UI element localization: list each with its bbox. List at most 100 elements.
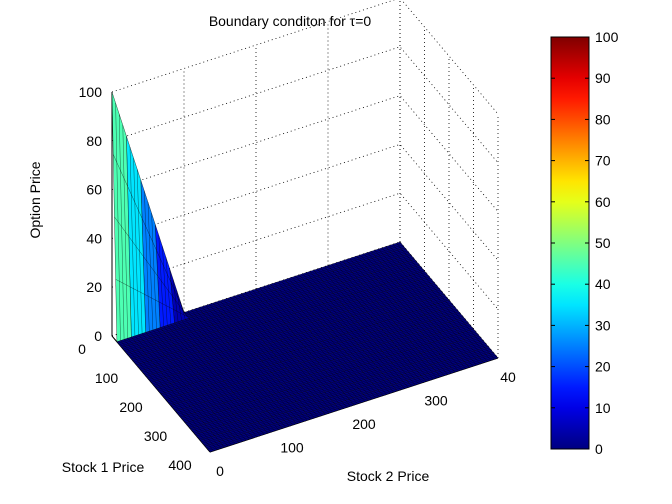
surface-mesh-line	[280, 422, 296, 428]
surface-mesh-line	[248, 297, 264, 303]
surface-mesh-line	[225, 312, 240, 318]
surface-mesh-line	[407, 365, 413, 372]
surface-mesh-line	[159, 343, 174, 349]
surface-mesh-line	[346, 347, 361, 353]
surface-mesh-line	[353, 301, 359, 308]
surface-mesh-line	[341, 363, 356, 369]
surface-mesh-line	[327, 281, 342, 287]
surface-mesh-line	[484, 347, 490, 354]
surface-mesh-line	[354, 367, 360, 374]
surface-mesh-line	[323, 341, 338, 347]
surface-mesh-line	[225, 334, 240, 340]
surface-mesh-line	[437, 369, 453, 375]
surface-mesh-line	[274, 305, 289, 311]
surface-mesh-line	[369, 332, 385, 338]
surface-mesh-line	[283, 295, 299, 301]
colorbar-tick-label: 80	[595, 111, 611, 127]
surface-mesh-line	[120, 341, 136, 347]
surface-mesh-line	[297, 355, 313, 361]
surface-mesh-line	[412, 370, 418, 377]
surface-mesh-line	[224, 365, 230, 372]
surface-mesh-line	[282, 369, 288, 376]
surface-mesh-line	[198, 412, 214, 417]
surface-mesh-line	[254, 347, 269, 353]
surface-mesh-line	[375, 382, 390, 388]
surface-mesh-line	[217, 368, 232, 374]
surface-mesh-line	[310, 293, 316, 300]
surface-mesh-line	[332, 396, 347, 402]
surface-mesh-line	[269, 409, 285, 415]
surface-mesh-line	[181, 401, 187, 408]
z-tick-label: 100	[79, 84, 103, 100]
surface-mesh-line	[317, 400, 333, 406]
surface-mesh-line	[403, 263, 419, 269]
surface-mesh-line	[308, 368, 324, 374]
surface-mesh-line	[331, 307, 346, 313]
surface-mesh-line	[172, 337, 187, 343]
surface-mesh-line	[163, 369, 178, 375]
surface-mesh-line	[168, 355, 184, 361]
surface-mesh-line	[159, 365, 174, 371]
surface-mesh-line	[173, 309, 188, 317]
surface-mesh-line	[350, 330, 366, 336]
surface-mesh-line	[286, 308, 292, 315]
surface-mesh-line	[439, 370, 454, 376]
surface-mesh-line	[340, 394, 346, 401]
surface-mesh-line	[409, 291, 424, 297]
surface-mesh-line	[325, 377, 331, 384]
surface-mesh-line	[303, 383, 318, 389]
surface-mesh-line	[321, 393, 327, 400]
surface-mesh-line	[322, 297, 337, 303]
surface-mesh-line	[223, 441, 238, 446]
surface-mesh-line	[345, 400, 351, 407]
surface-mesh-line	[217, 413, 233, 419]
surface-mesh-line	[337, 401, 352, 407]
surface-mesh-line	[351, 288, 366, 294]
surface-mesh-line	[221, 308, 236, 314]
surface-mesh-line	[202, 329, 217, 335]
surface-mesh-line	[186, 385, 192, 392]
surface-mesh-line	[340, 372, 346, 379]
surface-mesh-line	[285, 383, 300, 389]
surface-mesh-line	[371, 333, 386, 339]
surface-mesh-line	[297, 289, 312, 295]
surface-mesh-line	[456, 348, 472, 354]
surface-mesh-line	[250, 321, 265, 327]
surface-mesh-line	[384, 305, 399, 311]
surface-mesh-line	[389, 268, 405, 274]
surface-mesh-line	[174, 405, 189, 411]
surface-mesh-line	[322, 384, 337, 390]
surface-mesh-line	[202, 373, 218, 379]
surface-mesh-line	[293, 307, 309, 312]
surface-mesh-line	[199, 336, 206, 343]
surface-mesh-line	[287, 374, 293, 381]
surface-mesh-line	[220, 329, 235, 335]
y-tick-label: 300	[144, 428, 168, 444]
surface-mesh-line	[384, 284, 400, 290]
surface-mesh-line	[268, 298, 283, 304]
surface-mesh-line	[305, 287, 311, 294]
surface-mesh-line	[289, 345, 304, 351]
surface-mesh-line	[163, 392, 178, 398]
surface-mesh-line	[316, 312, 332, 318]
surface-mesh-line	[170, 324, 176, 331]
surface-mesh-line	[315, 299, 321, 306]
surface-mesh-line	[168, 397, 183, 403]
surface-mesh-line	[320, 327, 326, 334]
surface-mesh-line	[238, 361, 244, 368]
surface-mesh-line	[442, 330, 457, 336]
surface-mesh-line	[416, 288, 422, 295]
surface-mesh-line	[349, 383, 356, 390]
surface-mesh-line	[205, 311, 221, 317]
surface-mesh-line	[386, 373, 401, 378]
surface-mesh-line	[334, 344, 341, 351]
surface-mesh-line	[383, 358, 389, 365]
surface-mesh-line	[373, 249, 389, 255]
surface-mesh-line	[251, 431, 267, 437]
surface-mesh-line	[345, 303, 360, 309]
surface-patch	[111, 91, 132, 343]
surface-mesh-line	[367, 274, 373, 281]
surface-mesh-line	[351, 375, 366, 381]
surface-mesh-line	[346, 260, 361, 266]
surface-mesh-line	[315, 321, 321, 328]
